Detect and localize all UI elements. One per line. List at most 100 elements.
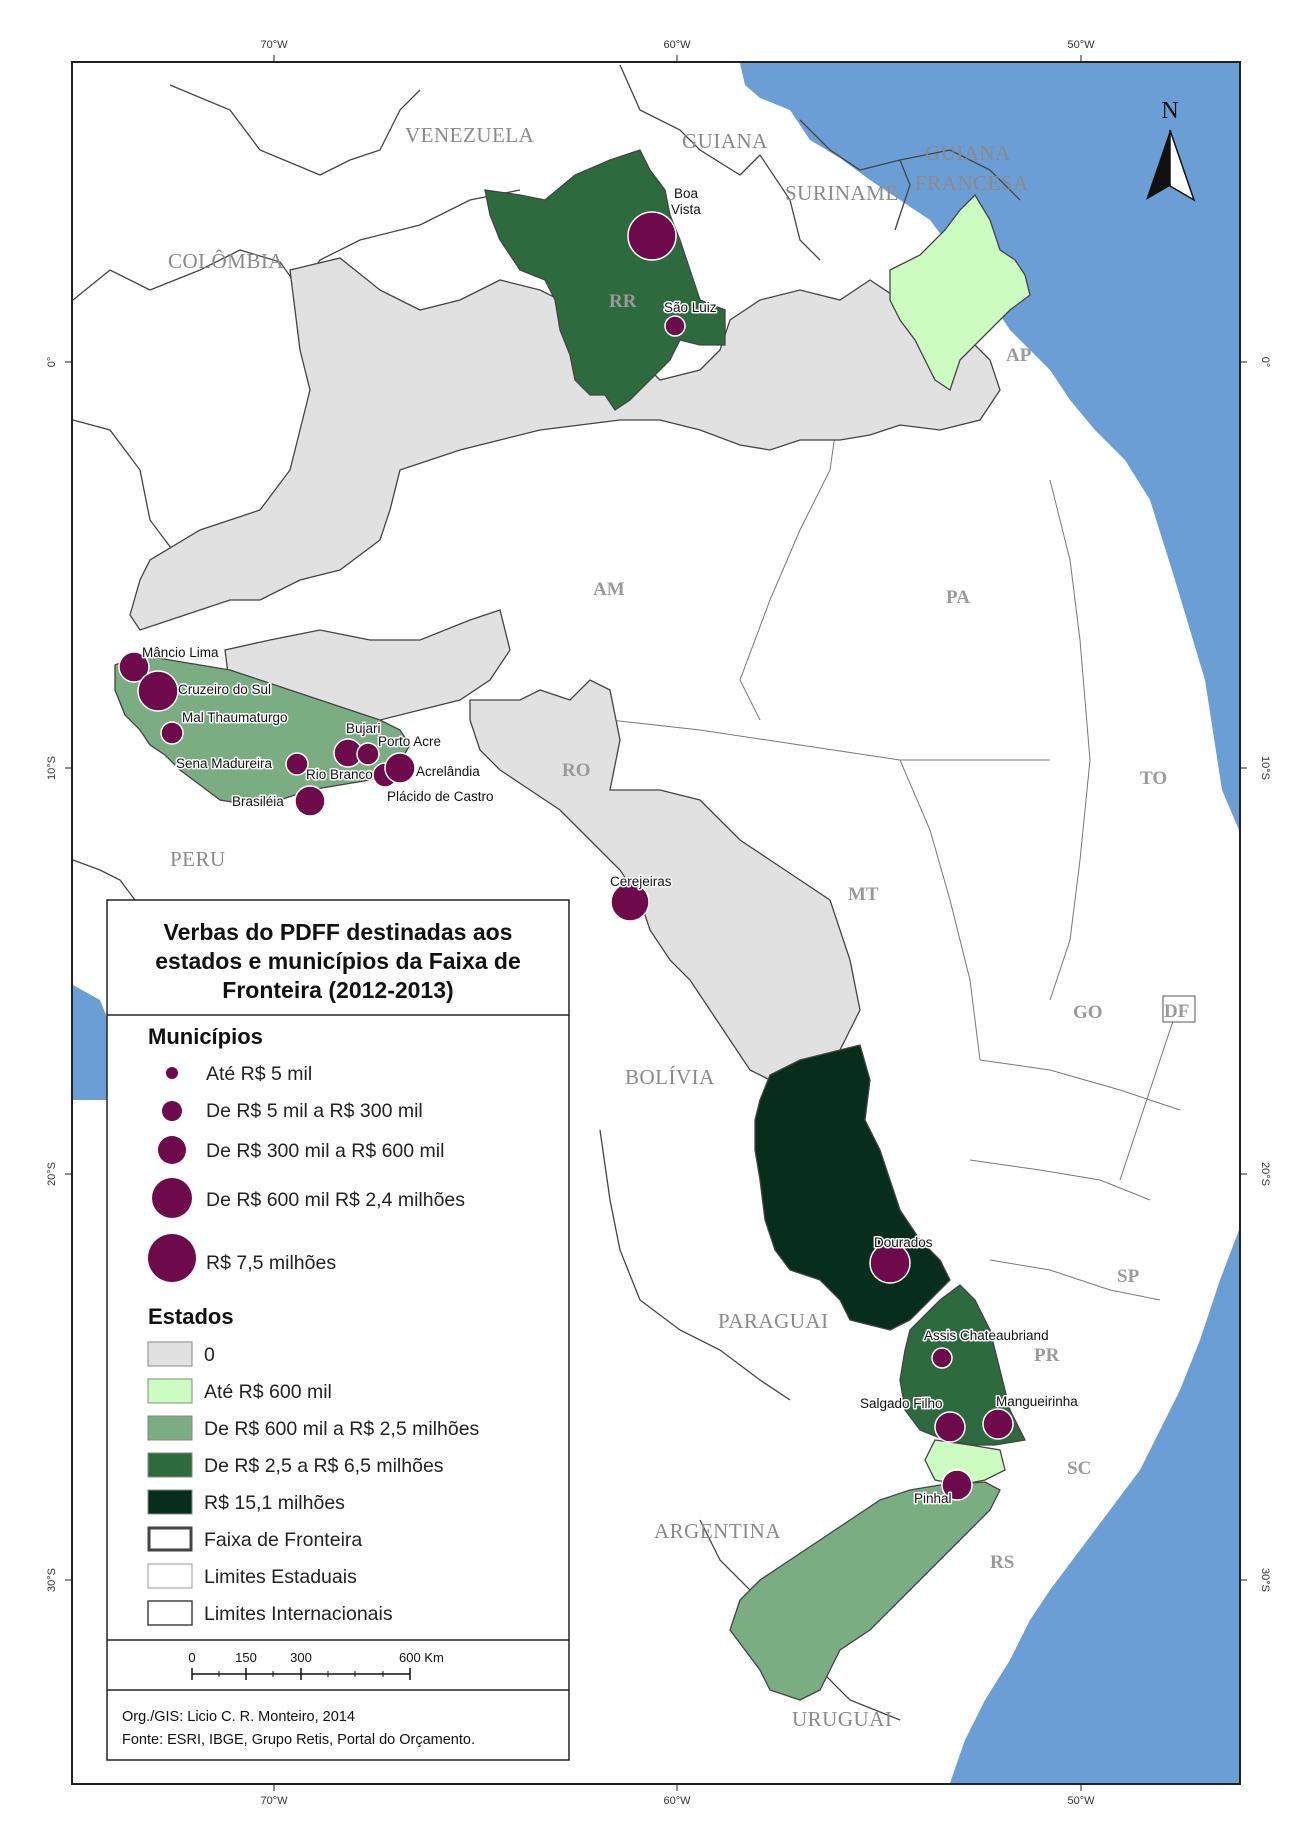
label-bolivia: BOLÍVIA	[625, 1065, 715, 1089]
legend-swatch-class-4	[147, 1489, 193, 1515]
circle-acrelandia	[384, 752, 416, 784]
municipality-circles	[118, 211, 1014, 1501]
circle-salgado-filho	[934, 1411, 966, 1443]
grid-bottom-50w: 50°W	[1067, 1795, 1095, 1807]
north-arrow-left-half	[1146, 130, 1170, 200]
grid-bottom-60w: 60°W	[663, 1795, 691, 1807]
label-salgado-filho: Salgado Filho	[860, 1396, 943, 1411]
label-rs: RS	[990, 1552, 1014, 1573]
label-sena-madureira: Sena Madureira	[176, 756, 273, 771]
circle-cerejeiras	[610, 882, 650, 922]
circle-mal-thaumaturgo	[160, 721, 184, 745]
legend-municipios-item-1: Até R$ 5 mil	[206, 1063, 312, 1085]
legend-estados-item-5: R$ 15,1 milhões	[204, 1492, 345, 1514]
label-vista: Vista	[671, 202, 701, 217]
state-santa-catarina	[924, 1439, 1006, 1486]
label-mangueirinha: Mangueirinha	[996, 1394, 1078, 1409]
label-rr: RR	[609, 291, 637, 312]
legend-estados-item-4: De R$ 2,5 a R$ 6,5 milhões	[204, 1455, 444, 1477]
label-df: DF	[1164, 1001, 1189, 1022]
grid-top-70w: 70°W	[260, 39, 288, 51]
legend-municipios-item-2: De R$ 5 mil a R$ 300 mil	[206, 1100, 423, 1122]
legend-estados-heading: Estados	[148, 1304, 234, 1329]
scale-tick-300: 300	[290, 1650, 312, 1665]
label-ro: RO	[562, 760, 591, 781]
grid-left-30s: 30°S	[46, 1568, 58, 1592]
label-sc: SC	[1067, 1458, 1091, 1479]
legend-municipios-item-3: De R$ 300 mil a R$ 600 mil	[206, 1140, 444, 1162]
credit-org: Org./GIS: Licio C. R. Monteiro, 2014	[122, 1709, 355, 1725]
circle-dourados	[869, 1242, 911, 1284]
label-pa: PA	[946, 587, 970, 608]
scale-tick-0: 0	[188, 1650, 195, 1665]
label-suriname: SURINAME	[785, 181, 899, 205]
municipality-labels: Boa Vista São Luiz Mâncio Lima Cruzeiro …	[141, 185, 1080, 1508]
legend-circle-size-4	[152, 1178, 192, 1218]
label-pr: PR	[1034, 1345, 1060, 1366]
legend-circle-size-2	[162, 1101, 182, 1121]
label-mt: MT	[848, 884, 879, 905]
legend-estados-item-6: Faixa de Fronteira	[204, 1529, 362, 1551]
label-cerejeiras: Cerejeiras	[610, 874, 672, 889]
label-boa: Boa	[674, 186, 699, 201]
label-pinhal: Pinhal	[914, 1491, 952, 1506]
north-arrow-letter: N	[1161, 98, 1178, 124]
grid-top-60w: 60°W	[663, 39, 691, 51]
legend-estados-item-1: 0	[204, 1344, 215, 1366]
legend-swatch-class-0	[147, 1341, 193, 1367]
legend-circle-size-3	[158, 1136, 186, 1164]
label-porto-acre: Porto Acre	[378, 734, 441, 749]
north-arrow-right-half	[1169, 129, 1196, 202]
graticule-labels: 70°W 60°W 50°W 70°W 60°W 50°W 0° 10°S 20…	[46, 39, 1271, 1807]
label-placido-de-castro: Plácido de Castro	[387, 789, 494, 804]
label-dourados: Dourados	[874, 1235, 933, 1250]
scale-bar: 0 150 300 600 Km	[188, 1650, 444, 1680]
legend-circle-size-5	[148, 1234, 196, 1282]
circle-brasileia	[294, 785, 326, 817]
circle-sena-madureira	[285, 752, 309, 776]
label-rio-branco: Rio Branco	[306, 767, 373, 782]
label-sao-luiz: São Luiz	[664, 300, 717, 315]
credit-source: Fonte: ESRI, IBGE, Grupo Retis, Portal d…	[122, 1732, 475, 1748]
label-mancio-lima: Mâncio Lima	[142, 645, 219, 660]
circle-assis-chateaubriand	[931, 1347, 953, 1369]
grid-bottom-70w: 70°W	[260, 1795, 288, 1807]
label-peru: PERU	[170, 847, 226, 871]
country-labels: VENEZUELA GUIANA SURINAME GUIANA FRANCES…	[168, 123, 1029, 1731]
state-borders	[609, 399, 1181, 1301]
label-acrelandia: Acrelândia	[416, 764, 480, 779]
legend-municipios-heading: Municípios	[148, 1024, 263, 1049]
label-sp: SP	[1117, 1266, 1140, 1287]
label-argentina: ARGENTINA	[654, 1519, 781, 1543]
legend-title-line-3: Fronteira (2012-2013)	[222, 977, 453, 1003]
legend-swatch-class-2	[147, 1415, 193, 1441]
label-assis-chateaubriand: Assis Chateaubriand	[924, 1328, 1049, 1343]
grid-top-50w: 50°W	[1067, 39, 1095, 51]
label-brasileia: Brasiléia	[232, 794, 284, 809]
legend-estados-item-2: Até R$ 600 mil	[204, 1381, 332, 1403]
circle-porto-acre	[356, 742, 380, 766]
legend-swatch-faixa	[147, 1526, 193, 1552]
legend-title-line-2: estados e municípios da Faixa de	[155, 948, 521, 974]
grid-right-0: 0°	[1259, 357, 1271, 368]
ocean-atlantic-south	[950, 1230, 1239, 1783]
state-rio-grande-do-sul	[729, 1481, 1001, 1701]
label-guiana: GUIANA	[682, 129, 768, 153]
legend-estados-item-3: De R$ 600 mil a R$ 2,5 milhões	[204, 1418, 480, 1440]
state-parana	[899, 1284, 1026, 1446]
label-uruguai: URUGUAI	[792, 1707, 892, 1731]
circle-sao-luiz	[664, 315, 686, 337]
legend-estados-item-7: Limites Estaduais	[204, 1566, 357, 1588]
circle-pinhal	[941, 1469, 973, 1501]
legend-swatch-class-1	[147, 1378, 193, 1404]
label-mal-thaumaturgo: Mal Thaumaturgo	[182, 710, 288, 725]
label-guiana-francesa-2: FRANCESA	[915, 171, 1029, 195]
state-acre	[114, 654, 411, 806]
label-cruzeiro-do-sul: Cruzeiro do Sul	[178, 682, 271, 697]
scale-tick-600: 600 Km	[399, 1650, 444, 1665]
circle-cruzeiro-do-sul	[137, 670, 179, 712]
label-guiana-francesa-1: GUIANA	[925, 141, 1011, 165]
north-arrow: N	[1146, 98, 1196, 202]
grid-left-10s: 10°S	[46, 756, 58, 780]
legend-swatch-limites-estaduais	[147, 1563, 193, 1589]
